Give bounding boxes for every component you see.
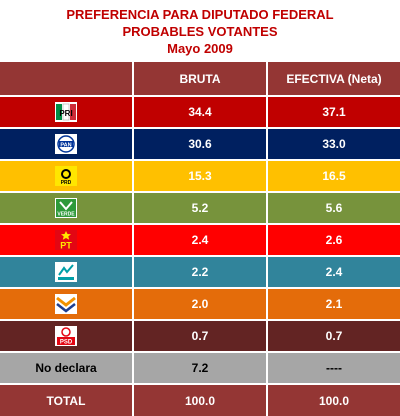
pan-logo: PAN bbox=[55, 134, 77, 154]
header-efectiva: EFECTIVA (Neta) bbox=[267, 60, 400, 96]
pri-logo: PRI bbox=[55, 102, 77, 122]
party-cell: VERDE bbox=[0, 191, 134, 224]
report-title: PREFERENCIA PARA DIPUTADO FEDERAL PROBAB… bbox=[0, 0, 400, 60]
party-cell: PRI bbox=[0, 95, 134, 128]
party-cell: PRD bbox=[0, 159, 134, 192]
svg-text:PRI: PRI bbox=[59, 109, 72, 118]
party-cell: PSD bbox=[0, 319, 134, 352]
party-cell: PT bbox=[0, 223, 134, 256]
row-label-no-declara: No declara bbox=[0, 351, 134, 384]
efectiva-cell: 37.1 bbox=[267, 95, 400, 128]
title-line-3: Mayo 2009 bbox=[167, 41, 233, 56]
table-row: PRI 34.4 37.1 bbox=[0, 95, 400, 128]
table-row: PSD 0.7 0.7 bbox=[0, 319, 400, 352]
table-row: PRD 15.3 16.5 bbox=[0, 159, 400, 192]
bruta-cell: 2.0 bbox=[133, 287, 268, 320]
verde-logo: VERDE bbox=[55, 198, 77, 218]
bruta-cell: 30.6 bbox=[133, 127, 268, 160]
svg-text:VERDE: VERDE bbox=[57, 212, 75, 218]
table-header-row: BRUTA EFECTIVA (Neta) bbox=[0, 60, 400, 96]
header-party bbox=[0, 60, 134, 96]
bruta-cell: 7.2 bbox=[133, 351, 268, 384]
party-cell bbox=[0, 255, 134, 288]
prd-logo: PRD bbox=[55, 166, 77, 186]
svg-text:PAN: PAN bbox=[60, 143, 71, 149]
table-row: 2.2 2.4 bbox=[0, 255, 400, 288]
party-cell bbox=[0, 287, 134, 320]
results-table: BRUTA EFECTIVA (Neta) PRI 34.4 37.1 bbox=[0, 60, 400, 416]
table-row: PAN 30.6 33.0 bbox=[0, 127, 400, 160]
table-row: PT 2.4 2.6 bbox=[0, 223, 400, 256]
nueva-alianza-logo bbox=[55, 262, 77, 282]
psd-logo: PSD bbox=[55, 326, 77, 346]
table-row: No declara 7.2 ---- bbox=[0, 351, 400, 384]
header-bruta: BRUTA bbox=[133, 60, 268, 96]
bruta-cell: 15.3 bbox=[133, 159, 268, 192]
convergencia-logo bbox=[55, 294, 77, 314]
pt-logo: PT bbox=[55, 230, 77, 250]
efectiva-cell: 0.7 bbox=[267, 319, 400, 352]
efectiva-cell: ---- bbox=[267, 351, 400, 384]
svg-text:PSD: PSD bbox=[60, 340, 73, 346]
table-row: TOTAL 100.0 100.0 bbox=[0, 383, 400, 416]
bruta-cell: 0.7 bbox=[133, 319, 268, 352]
bruta-cell: 2.4 bbox=[133, 223, 268, 256]
bruta-cell: 34.4 bbox=[133, 95, 268, 128]
efectiva-cell: 2.6 bbox=[267, 223, 400, 256]
efectiva-cell: 2.4 bbox=[267, 255, 400, 288]
title-line-1: PREFERENCIA PARA DIPUTADO FEDERAL bbox=[66, 7, 334, 22]
efectiva-cell: 5.6 bbox=[267, 191, 400, 224]
efectiva-cell: 2.1 bbox=[267, 287, 400, 320]
bruta-cell: 5.2 bbox=[133, 191, 268, 224]
bruta-cell: 2.2 bbox=[133, 255, 268, 288]
title-line-2: PROBABLES VOTANTES bbox=[122, 24, 278, 39]
table-row: 2.0 2.1 bbox=[0, 287, 400, 320]
bruta-cell: 100.0 bbox=[133, 383, 268, 416]
row-label-total: TOTAL bbox=[0, 383, 134, 416]
party-cell: PAN bbox=[0, 127, 134, 160]
svg-text:PRD: PRD bbox=[61, 180, 72, 186]
efectiva-cell: 33.0 bbox=[267, 127, 400, 160]
efectiva-cell: 100.0 bbox=[267, 383, 400, 416]
svg-text:PT: PT bbox=[60, 241, 72, 251]
table-row: VERDE 5.2 5.6 bbox=[0, 191, 400, 224]
efectiva-cell: 16.5 bbox=[267, 159, 400, 192]
